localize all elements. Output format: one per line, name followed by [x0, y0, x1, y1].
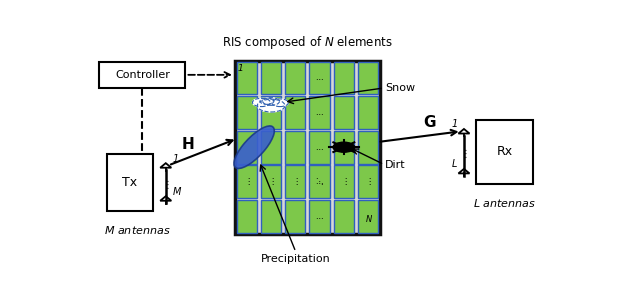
Circle shape	[272, 99, 288, 107]
Text: $\cdots$: $\cdots$	[315, 177, 324, 186]
Text: Controller: Controller	[115, 70, 170, 80]
Bar	[358, 96, 378, 129]
Text: $\vdots$: $\vdots$	[292, 176, 299, 187]
Bar	[358, 165, 378, 198]
Bar	[285, 131, 305, 164]
Ellipse shape	[234, 126, 274, 168]
Text: 1: 1	[172, 154, 179, 164]
Bar	[310, 200, 329, 233]
Bar	[334, 131, 354, 164]
Bar	[334, 165, 354, 198]
Circle shape	[263, 98, 279, 105]
Bar	[310, 96, 329, 129]
Text: $\vdots$: $\vdots$	[244, 176, 250, 187]
Circle shape	[333, 142, 355, 152]
Circle shape	[260, 98, 274, 104]
Bar	[358, 200, 378, 233]
Bar	[99, 62, 186, 88]
Bar	[310, 62, 329, 94]
Text: 1: 1	[237, 64, 243, 73]
Bar	[285, 200, 305, 233]
Bar	[235, 61, 380, 234]
Bar	[334, 200, 354, 233]
Circle shape	[252, 98, 270, 107]
Text: $\cdots$: $\cdots$	[315, 212, 324, 221]
Bar	[334, 96, 354, 129]
Text: $\vdots$: $\vdots$	[460, 147, 467, 160]
Bar	[334, 62, 354, 94]
Text: $\cdots$: $\cdots$	[315, 73, 324, 82]
Bar	[285, 62, 305, 94]
Text: $L$ antennas: $L$ antennas	[473, 197, 536, 209]
Text: $L$: $L$	[451, 157, 457, 169]
Text: 1: 1	[452, 119, 457, 129]
Bar	[358, 131, 378, 164]
Bar	[237, 62, 257, 94]
Text: $\vdots$: $\vdots$	[365, 176, 371, 187]
Bar	[261, 96, 281, 129]
Text: $\vdots$: $\vdots$	[340, 176, 347, 187]
Text: $\ddots$: $\ddots$	[315, 176, 324, 187]
Bar	[261, 131, 281, 164]
Text: Dirt: Dirt	[385, 160, 406, 170]
Text: $\mathbf{H}$: $\mathbf{H}$	[181, 136, 195, 152]
Text: $\cdots$: $\cdots$	[315, 143, 324, 152]
Text: RIS composed of $N$ elements: RIS composed of $N$ elements	[222, 34, 393, 52]
Bar	[358, 62, 378, 94]
Bar	[476, 120, 533, 184]
Bar	[237, 200, 257, 233]
Bar	[310, 165, 329, 198]
Circle shape	[258, 99, 285, 112]
Bar	[285, 96, 305, 129]
Bar	[261, 200, 281, 233]
Bar	[237, 131, 257, 164]
Bar	[107, 154, 153, 211]
Bar	[285, 165, 305, 198]
Bar	[237, 96, 257, 129]
Text: $\vdots$: $\vdots$	[162, 178, 169, 191]
Bar	[261, 165, 281, 198]
Text: $M$ antennas: $M$ antennas	[104, 223, 170, 236]
Text: $M$: $M$	[172, 185, 183, 197]
Text: $N$: $N$	[365, 213, 373, 224]
Text: $\cdots$: $\cdots$	[315, 108, 324, 117]
Bar	[261, 62, 281, 94]
Bar	[237, 165, 257, 198]
Bar	[310, 131, 329, 164]
Text: Tx: Tx	[123, 176, 137, 189]
Text: $\vdots$: $\vdots$	[268, 176, 274, 187]
Text: Rx: Rx	[497, 145, 513, 158]
Text: Snow: Snow	[385, 83, 415, 93]
Text: Precipitation: Precipitation	[261, 254, 331, 264]
Text: $\mathbf{G}$: $\mathbf{G}$	[423, 114, 436, 130]
